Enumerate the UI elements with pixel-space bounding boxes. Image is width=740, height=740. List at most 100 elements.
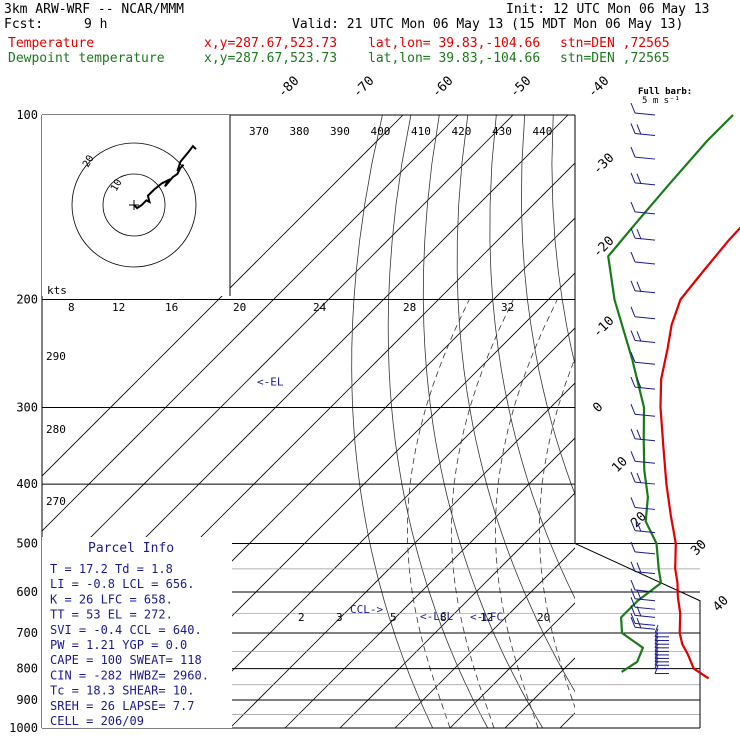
- hodograph-ring: [71, 142, 197, 268]
- wind-barb: [634, 614, 656, 618]
- dewpoint-station: stn=DEN ,72565: [560, 51, 670, 66]
- dewpoint-legend: Dewpoint temperature: [8, 51, 165, 66]
- wind-barb-flag: [630, 520, 636, 531]
- wind-barb-flag: [636, 377, 642, 389]
- wind-barb: [634, 211, 656, 215]
- isotherm-line: [615, 115, 740, 728]
- wind-barb: [634, 182, 656, 186]
- temperature-profile-line: [659, 226, 740, 680]
- wind-barb: [634, 589, 656, 593]
- theta-label: 420: [452, 125, 472, 138]
- parcel-info-row: PW = 1.21 YGP = 0.0: [50, 638, 187, 652]
- wind-barb-flag: [630, 588, 636, 599]
- temperature-legend: Temperature: [8, 36, 95, 51]
- isotherm-label: -80: [275, 74, 302, 101]
- theta-label: 430: [492, 125, 512, 138]
- hodograph: 20 10 kts: [42, 115, 231, 297]
- wind-barb-flag: [630, 497, 636, 508]
- dry-adiabat-line: [520, 115, 575, 496]
- wind-barb-flag: [630, 541, 636, 553]
- wind-barb: [634, 506, 656, 510]
- isotherm-label: 40: [710, 593, 732, 615]
- wind-barb-flag: [636, 124, 642, 135]
- wind-barb-flag: [636, 228, 642, 240]
- mixing-ratio-label: 16: [165, 301, 178, 314]
- isotherm-line: [174, 327, 575, 728]
- wind-barb: [634, 481, 656, 485]
- mixing-ratio-label-lower: 20: [537, 611, 550, 624]
- isotherm-line: [42, 115, 514, 587]
- wind-barb-flag: [636, 589, 642, 600]
- wind-barb-flag: [636, 472, 642, 484]
- dry-adiabat-label: 290: [46, 350, 66, 363]
- wind-barb-flag: [630, 330, 636, 341]
- forecast-label: Fcst:: [4, 17, 44, 32]
- wind-barb-flag: [636, 562, 642, 573]
- wind-barb: [634, 460, 656, 464]
- pressure-tick-label: 1000: [9, 721, 38, 735]
- dry-adiabat-line: [724, 115, 740, 728]
- moist-adiabat-line: [715, 300, 740, 729]
- dry-adiabat-line: [489, 115, 575, 600]
- mixing-ratio-label: 8: [68, 301, 75, 314]
- wind-barb-flag: [636, 429, 642, 440]
- wind-barb-flag: [630, 617, 636, 628]
- theta-label: 410: [411, 125, 431, 138]
- isotherm-label: -10: [590, 314, 617, 341]
- wind-barb-flag: [636, 331, 642, 342]
- wind-barb-flag: [630, 102, 636, 114]
- wind-barb-flag: [630, 306, 636, 317]
- wind-barb: [634, 156, 656, 160]
- wind-barb-flag: [630, 561, 636, 572]
- isotherm-label: 30: [688, 537, 710, 559]
- temperature-xy: x,y=287.67,523.73: [204, 36, 338, 51]
- plot-frame-lower-right: [574, 543, 701, 728]
- moist-adiabat-line: [406, 299, 470, 728]
- parcel-info-row: CELL = 206/09: [50, 714, 144, 728]
- wind-barb-flag: [630, 251, 636, 263]
- pressure-tick-label: 600: [16, 585, 38, 599]
- wind-barb: [634, 530, 656, 534]
- isotherm-label: -60: [429, 74, 456, 101]
- mixing-ratio-label: 20: [233, 301, 246, 314]
- wind-barb: [634, 316, 656, 320]
- dewpoint-xy: x,y=287.67,523.73: [204, 51, 338, 66]
- wind-barb-flag: [630, 579, 636, 591]
- wind-barb: [634, 361, 656, 365]
- isotherm-label: -70: [350, 74, 377, 101]
- hodograph-ring-label: 10: [109, 178, 125, 194]
- wind-barb: [634, 438, 656, 442]
- wind-barb-flag: [630, 428, 636, 439]
- model-title: 3km ARW-WRF -- NCAR/MMM: [4, 2, 185, 17]
- theta-label: 390: [330, 125, 350, 138]
- pressure-tick-label: 500: [16, 536, 38, 550]
- parcel-info-row: SVI = -0.4 CCL = 640.: [50, 623, 202, 637]
- mixing-ratio-label: 24: [313, 301, 327, 314]
- wind-barb: [634, 606, 656, 610]
- wind-barb-flag: [630, 451, 636, 462]
- pressure-tick-label: 300: [16, 400, 38, 414]
- valid-time: Valid: 21 UTC Mon 06 May 13 (15 MDT Mon …: [292, 17, 684, 32]
- mixing-ratio-label-lower: 8: [440, 611, 447, 624]
- wind-barb-flag: [630, 605, 636, 616]
- isotherm-line: [42, 115, 404, 477]
- marker-ccl: CCL->: [350, 603, 383, 616]
- wind-barbs: [630, 102, 669, 675]
- isotherm-label: -40: [585, 74, 612, 101]
- dry-adiabat-label: 270: [46, 495, 66, 508]
- wind-barb-flag: [630, 172, 636, 184]
- sounding-profiles: [607, 114, 740, 680]
- dry-adiabat-line: [551, 115, 575, 367]
- wind-barb-flag: [630, 201, 636, 213]
- temperature-latlon: lat,lon= 39.83,-104.66: [368, 36, 541, 51]
- parcel-info-panel: Parcel Info T = 17.2 Td = 1.8LI = -0.8 L…: [42, 537, 232, 728]
- isotherm-line: [725, 115, 740, 728]
- parcel-info-row: TT = 53 EL = 272.: [50, 608, 173, 622]
- isotherm-line: [229, 382, 575, 728]
- wind-barb-flag: [630, 471, 636, 483]
- isotherm-line: [284, 437, 575, 728]
- mixing-ratio-label: 12: [112, 301, 125, 314]
- wind-barb-flag: [636, 173, 642, 185]
- mixing-ratio-label-lower: 2: [298, 611, 305, 624]
